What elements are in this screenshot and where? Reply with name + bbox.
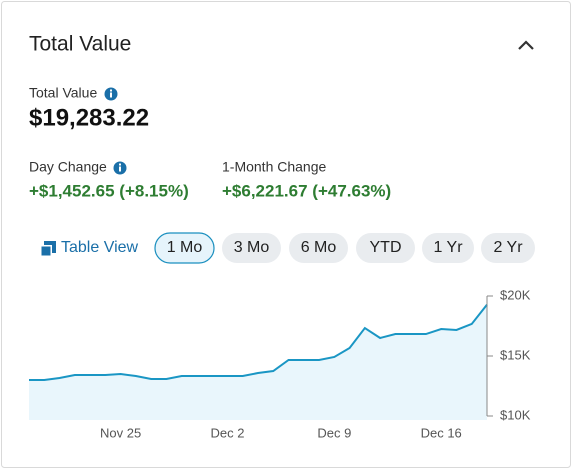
pill-background[interactable] (289, 233, 348, 263)
info-icon[interactable] (104, 87, 118, 101)
summary-label: Total Value (29, 85, 97, 101)
card-title: Total Value (29, 33, 131, 56)
range-pill[interactable]: 1 Mo (154, 232, 215, 264)
x-tick-label: Dec 2 (210, 425, 244, 440)
y-tick-label: $10K (500, 407, 531, 422)
pill-label[interactable]: 1 Yr (433, 239, 463, 256)
range-pill[interactable]: 1 Yr (422, 233, 474, 263)
pill-label[interactable]: YTD (370, 239, 402, 256)
pill-background[interactable] (154, 232, 215, 264)
table-view-button[interactable]: Table View (40, 239, 139, 257)
x-tick-label: Dec 16 (421, 425, 462, 440)
y-tick-label: $15K (500, 347, 531, 362)
range-pill[interactable]: 3 Mo (222, 233, 281, 263)
pill-label[interactable]: 3 Mo (234, 239, 270, 256)
pill-background[interactable] (222, 233, 281, 263)
change-value: +$1,452.65 (+8.15%) (29, 181, 189, 200)
pill-label[interactable]: 2 Yr (493, 239, 523, 256)
pill-label[interactable]: 1 Mo (167, 239, 203, 256)
pill-label[interactable]: 6 Mo (301, 239, 337, 256)
table-view-label[interactable]: Table View (61, 239, 139, 256)
pill-background[interactable] (356, 233, 415, 263)
info-icon[interactable] (113, 161, 127, 175)
x-tick-label: Nov 25 (100, 425, 141, 440)
y-tick-label: $20K (500, 287, 531, 302)
change-label: Day Change (29, 159, 107, 175)
range-pill[interactable]: 2 Yr (481, 233, 535, 263)
summary-value: $19,283.22 (29, 104, 149, 131)
range-pill[interactable]: 6 Mo (289, 233, 348, 263)
pill-background[interactable] (422, 233, 474, 263)
x-tick-label: Dec 9 (317, 425, 351, 440)
collapse-chevron[interactable] (518, 40, 534, 50)
range-pill[interactable]: YTD (356, 233, 415, 263)
pill-background[interactable] (481, 233, 535, 263)
value-line (29, 303, 488, 381)
change-label: 1-Month Change (222, 159, 327, 175)
change-value: +$6,221.67 (+47.63%) (222, 181, 391, 200)
